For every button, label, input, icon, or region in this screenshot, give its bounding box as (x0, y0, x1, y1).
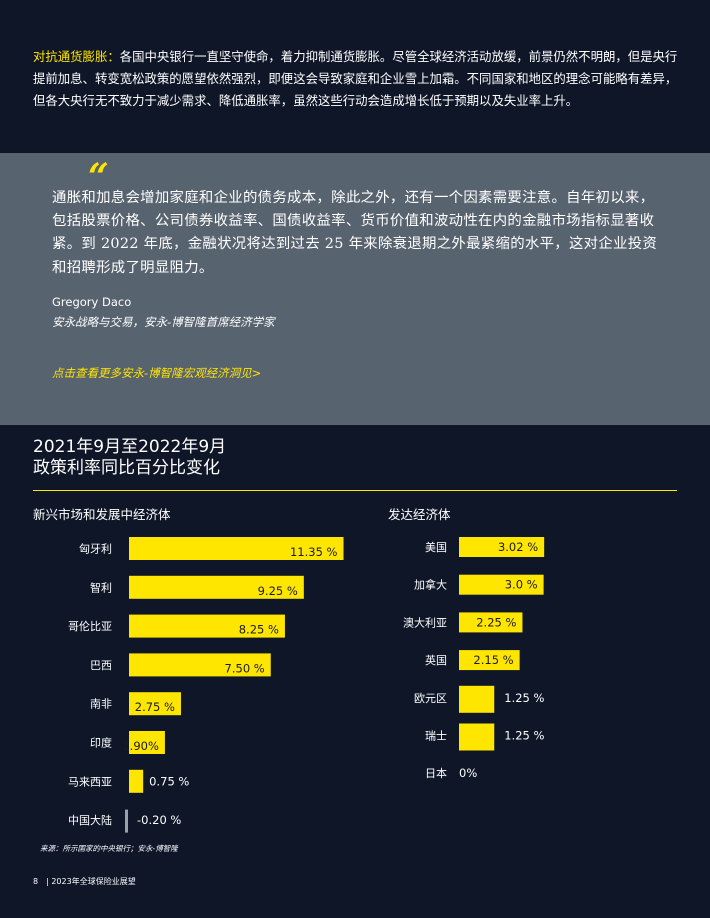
bar (125, 809, 128, 833)
data-label: 7.50 % (225, 661, 265, 675)
source-note: 来源：所示国家的中央银行；安永-博智隆 (40, 844, 179, 853)
footer-separator: | (46, 877, 49, 886)
bar (459, 612, 523, 633)
data-label: 3.02 % (498, 540, 538, 554)
bar (129, 537, 344, 560)
footer: 8 | 2023年全球保险业展望 (33, 876, 136, 887)
chart-title: 2021年9月至2022年9月 政策利率同比百分比变化 (33, 437, 226, 479)
intro-text: 各国中央银行一直坚守使命，着力抑制通货膨胀。尽管全球经济活动放缓，前景仍然不明朗… (33, 49, 678, 108)
page-number: 8 (33, 877, 39, 886)
data-label: 2.75 % (135, 700, 175, 714)
bar (459, 650, 520, 671)
intro-paragraph: 对抗通货膨胀：各国中央银行一直坚守使命，着力抑制通货膨胀。尽管全球经济活动放缓，… (33, 46, 681, 112)
category-label: 智利 (90, 580, 112, 594)
bar (129, 653, 271, 677)
footer-title: 2023年全球保险业展望 (51, 877, 136, 886)
category-label: 马来西亚 (68, 775, 112, 788)
category-label: 南非 (90, 698, 112, 711)
data-label: 1.25 % (504, 691, 544, 705)
bar (459, 537, 545, 557)
bar (129, 614, 285, 638)
category-label: 哥伦比亚 (68, 619, 112, 633)
chart-title-line2: 政策利率同比百分比变化 (33, 458, 220, 478)
data-label: 11.35 % (290, 545, 338, 559)
category-label: 中国大陆 (68, 813, 112, 827)
bar (129, 769, 144, 793)
title-divider (33, 490, 677, 491)
category-label: 印度 (90, 736, 112, 750)
data-label: 1.25 % (504, 729, 544, 743)
category-label: 加拿大 (414, 578, 447, 592)
category-label: 日本 (425, 766, 447, 780)
data-label: 8.25 % (239, 623, 279, 637)
data-label: -0.20 % (137, 813, 181, 827)
category-label: 英国 (425, 653, 447, 667)
intro-highlight: 对抗通货膨胀： (33, 49, 120, 64)
quote-author: Gregory Daco (52, 295, 132, 309)
insights-link[interactable]: 点击查看更多安永-博智隆宏观经济洞见> (52, 366, 262, 380)
quote-box: “ 通胀和加息会增加家庭和企业的债务成本，除此之外，还有一个因素需要注意。自年初… (0, 153, 710, 425)
bar (459, 685, 495, 713)
quote-author-role: 安永战略与交易，安永-博智隆首席经济学家 (52, 315, 275, 329)
quote-mark-icon: “ (88, 156, 109, 198)
data-label: 9.25 % (258, 584, 298, 598)
chart-subtitle-emerging: 新兴市场和发展中经济体 (33, 507, 171, 522)
category-label: 瑞士 (425, 729, 447, 743)
bar (129, 731, 165, 754)
data-label: 3.0 % (505, 578, 538, 592)
category-label: 巴西 (90, 659, 112, 672)
category-label: 匈牙利 (79, 542, 112, 556)
bar (129, 575, 304, 599)
bar (459, 574, 544, 595)
quote-text: 通胀和加息会增加家庭和企业的债务成本，除此之外，还有一个因素需要注意。自年初以来… (52, 190, 658, 276)
data-label: 1.90% (122, 739, 159, 753)
bar (459, 723, 495, 751)
data-label: 2.15 % (473, 653, 513, 667)
category-label: 澳大利亚 (403, 615, 447, 629)
chart-title-line1: 2021年9月至2022年9月 (33, 437, 227, 457)
data-label: 0.75 % (149, 774, 189, 788)
bar (129, 692, 181, 716)
data-label: 0% (459, 766, 477, 780)
data-label: 2.25 % (476, 615, 516, 629)
chart-subtitle-advanced: 发达经济体 (388, 507, 451, 522)
category-label: 美国 (425, 541, 447, 554)
category-label: 欧元区 (414, 692, 447, 705)
